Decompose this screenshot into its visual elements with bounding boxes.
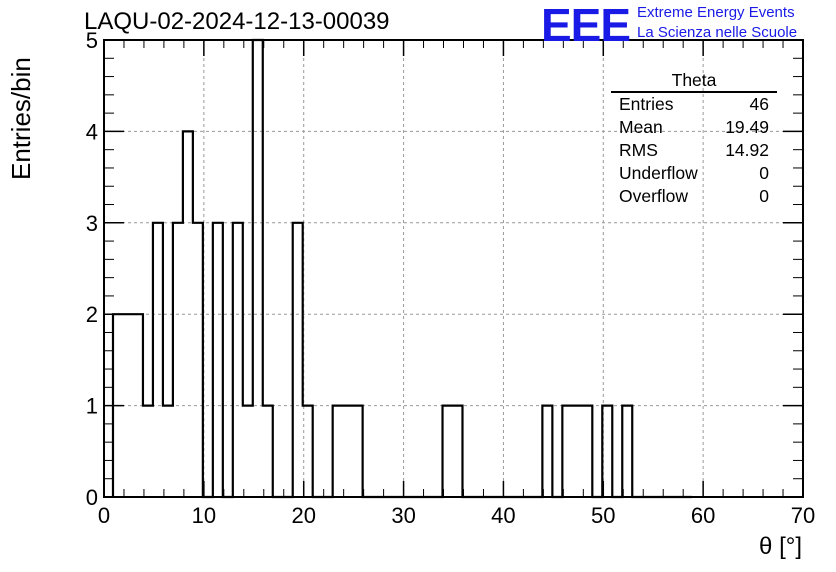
chart-title: LAQU-02-2024-12-13-00039	[84, 8, 390, 35]
stats-row-entries: Entries 46	[611, 93, 777, 116]
y-tick-label: 4	[86, 119, 98, 144]
histogram-series-line	[111, 38, 693, 499]
x-tick-label: 10	[192, 503, 216, 528]
stats-row-mean: Mean 19.49	[611, 116, 777, 139]
y-tick-label: 3	[86, 211, 98, 236]
stats-title: Theta	[611, 70, 777, 93]
y-tick-label: 1	[86, 394, 98, 419]
stats-value: 14.92	[725, 140, 769, 160]
x-tick-label: 50	[591, 503, 615, 528]
stats-box: Theta Entries 46 Mean 19.49 RMS 14.92 Un…	[611, 70, 777, 208]
stats-row-rms: RMS 14.92	[611, 139, 777, 162]
x-axis-label: θ [°]	[759, 533, 802, 560]
y-tick-label: 0	[86, 485, 98, 510]
x-tick-label: 60	[691, 503, 715, 528]
y-axis-label: Entries/bin	[6, 57, 36, 180]
x-tick-label: 30	[391, 503, 415, 528]
eee-logo-line2: La Scienza nelle Scuole	[637, 24, 798, 41]
stats-value: 0	[759, 186, 769, 206]
stats-label: Underflow	[619, 163, 698, 183]
y-tick-label: 2	[86, 302, 98, 327]
stats-label: Mean	[619, 117, 663, 137]
x-tick-label: 70	[791, 503, 815, 528]
stats-row-overflow: Overflow 0	[611, 185, 777, 208]
stats-value: 19.49	[725, 117, 769, 137]
axis-tick-labels: 0 10 20 30 40 50 60 70 0 1 2 3 4 5	[86, 28, 815, 528]
eee-logo-text: Extreme Energy Events La Scienza nelle S…	[637, 3, 797, 43]
x-tick-label: 40	[491, 503, 515, 528]
stats-value: 0	[759, 163, 769, 183]
stats-label: Overflow	[619, 186, 689, 206]
eee-logo: EEE	[541, 0, 631, 51]
x-tick-label: 0	[98, 503, 110, 528]
axis-ticks	[103, 39, 804, 498]
stats-label: Entries	[619, 94, 674, 114]
y-tick-label: 5	[86, 28, 98, 53]
stats-label: RMS	[619, 140, 658, 160]
stats-row-underflow: Underflow 0	[611, 162, 777, 185]
plot-frame	[103, 39, 804, 498]
eee-logo-line1: Extreme Energy Events	[637, 4, 795, 21]
stats-value: 46	[749, 94, 769, 114]
x-tick-label: 20	[291, 503, 315, 528]
